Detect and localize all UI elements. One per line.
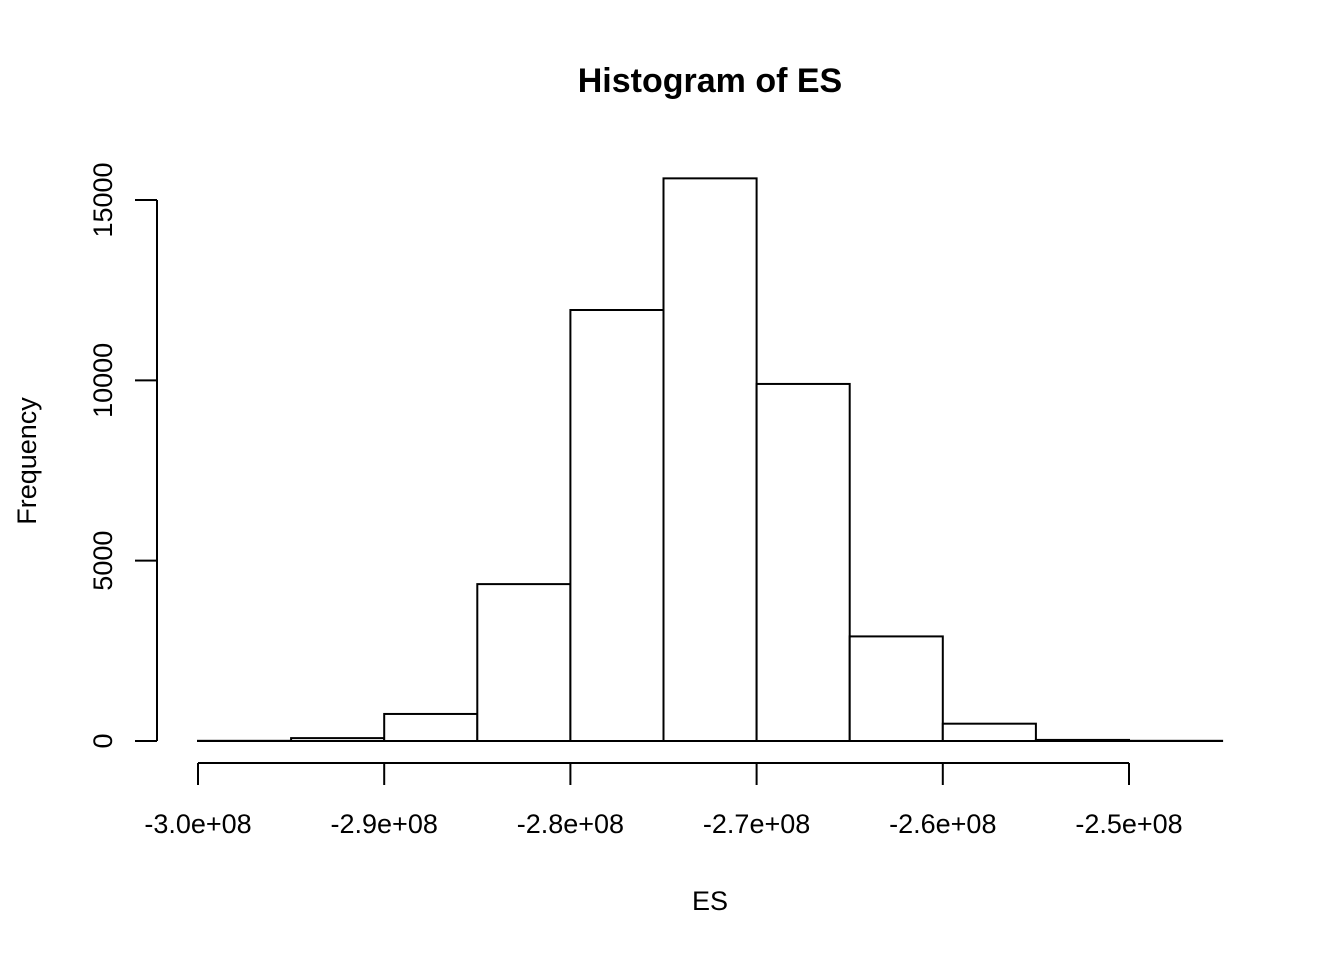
x-tick-label: -2.7e+08 [703, 809, 810, 839]
x-tick-label: -2.8e+08 [517, 809, 624, 839]
histogram-bar-2 [383, 712, 479, 743]
x-tick-label: -3.0e+08 [144, 809, 251, 839]
x-tick-label: -2.5e+08 [1075, 809, 1182, 839]
histogram-bar-5 [662, 177, 758, 743]
x-axis: -3.0e+08 -2.9e+08 -2.8e+08 -2.7e+08 -2.6e+08… [144, 762, 1183, 839]
y-axis: 0 5000 10000 15000 [88, 162, 158, 749]
y-tick-label: 10000 [88, 343, 118, 418]
histogram-bar-3 [476, 583, 572, 742]
x-axis-label: ES [692, 886, 728, 916]
y-tick-label: 15000 [88, 162, 118, 237]
histogram-bar-1 [290, 737, 386, 743]
histogram-bar-9 [1034, 738, 1131, 743]
histogram-bars [197, 177, 1224, 743]
histogram-bar-7 [848, 635, 944, 743]
x-tick-label: -2.6e+08 [889, 809, 996, 839]
histogram-bar-6 [755, 382, 851, 742]
y-tick-label: 5000 [88, 531, 118, 591]
histogram-bar-8 [941, 722, 1037, 742]
y-tick-label: 0 [88, 733, 118, 748]
x-tick-label: -2.9e+08 [331, 809, 438, 839]
histogram-bar-4 [569, 309, 665, 742]
y-axis-label: Frequency [12, 397, 42, 525]
chart-title: Histogram of ES [578, 62, 842, 100]
